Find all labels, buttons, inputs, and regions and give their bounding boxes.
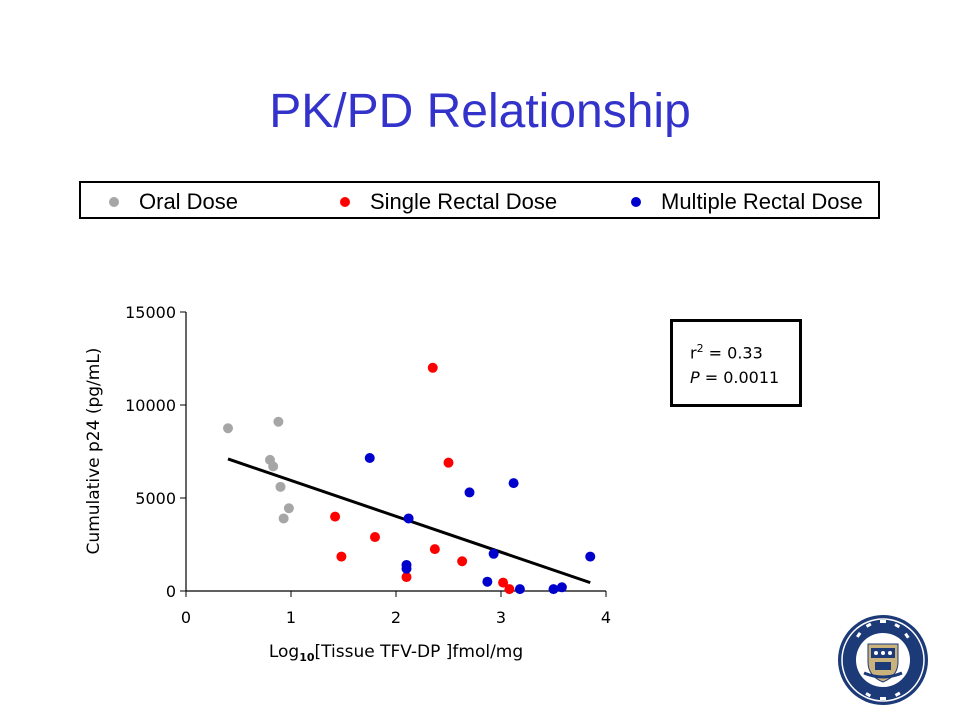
point-oral-dose <box>275 481 286 492</box>
data-points <box>223 362 596 595</box>
p-value-line: P = 0.0011 <box>690 368 779 387</box>
r-squared-symbol: r <box>690 343 697 363</box>
point-single-rectal-dose <box>429 544 440 555</box>
r-squared-line: r2 = 0.33 <box>690 342 763 362</box>
y-tick-label: 5000 <box>135 489 176 508</box>
legend-label-multiple-rectal: Multiple Rectal Dose <box>661 189 863 214</box>
point-single-rectal-dose <box>498 577 509 588</box>
legend-item-oral: Oral Dose <box>109 183 238 221</box>
p-value-symbol: P <box>690 368 700 387</box>
point-multiple-rectal-dose <box>585 551 596 562</box>
point-multiple-rectal-dose <box>364 453 375 464</box>
y-axis-label: Cumulative p24 (pg/mL) <box>84 348 104 555</box>
point-single-rectal-dose <box>401 572 412 583</box>
x-tick-label: 3 <box>496 608 506 627</box>
x-axis-label: Log10[Tissue TFV-DP ]fmol/mg <box>269 642 523 664</box>
chart-legend: Oral Dose Single Rectal Dose Multiple Re… <box>79 181 880 219</box>
point-multiple-rectal-dose <box>401 563 412 574</box>
point-multiple-rectal-dose <box>548 584 559 595</box>
university-seal-logo <box>838 615 928 705</box>
point-single-rectal-dose <box>336 551 347 562</box>
point-oral-dose <box>283 503 294 514</box>
x-axis-label-subscript: 10 <box>299 651 315 664</box>
x-axis-label-rest: [Tissue TFV-DP ]fmol/mg <box>315 642 524 662</box>
point-multiple-rectal-dose <box>403 513 414 524</box>
legend-item-multiple-rectal: Multiple Rectal Dose <box>631 183 863 221</box>
point-multiple-rectal-dose <box>508 478 519 489</box>
legend-item-single-rectal: Single Rectal Dose <box>340 183 557 221</box>
x-tick-label: 1 <box>286 608 296 627</box>
point-multiple-rectal-dose <box>556 582 567 593</box>
slide-title: PK/PD Relationship <box>269 85 691 138</box>
point-single-rectal-dose <box>330 511 341 522</box>
point-single-rectal-dose <box>443 457 454 468</box>
y-tick-label: 0 <box>166 582 176 601</box>
point-multiple-rectal-dose <box>464 487 475 498</box>
legend-marker-oral <box>109 197 119 207</box>
x-tick-label: 4 <box>601 608 611 627</box>
point-multiple-rectal-dose <box>482 576 493 587</box>
legend-marker-multiple-rectal <box>631 197 641 207</box>
x-axis-label-prefix: Log <box>269 642 299 662</box>
point-oral-dose <box>278 513 289 524</box>
legend-label-single-rectal: Single Rectal Dose <box>370 189 558 214</box>
x-tick-label: 2 <box>391 608 401 627</box>
point-multiple-rectal-dose <box>488 548 499 559</box>
axis-ticks: 0 5000 10000 15000 0 1 2 3 4 <box>125 303 611 627</box>
point-single-rectal-dose <box>457 556 468 567</box>
y-tick-label: 10000 <box>125 396 176 415</box>
point-multiple-rectal-dose <box>514 584 525 595</box>
y-tick-label: 15000 <box>125 303 176 322</box>
point-oral-dose <box>268 461 279 472</box>
point-single-rectal-dose <box>370 532 380 543</box>
point-oral-dose <box>273 416 284 427</box>
point-single-rectal-dose <box>427 362 438 373</box>
legend-label-oral: Oral Dose <box>139 189 239 214</box>
legend-marker-single-rectal <box>340 197 350 207</box>
point-single-rectal-dose <box>504 584 515 595</box>
p-value-value: = 0.0011 <box>699 368 780 387</box>
stats-box: r2 = 0.33 P = 0.0011 <box>670 319 802 407</box>
r-squared-exponent: 2 <box>696 342 704 355</box>
point-oral-dose <box>223 423 233 434</box>
r-squared-value: = 0.33 <box>703 343 763 363</box>
x-tick-label: 0 <box>181 608 191 627</box>
